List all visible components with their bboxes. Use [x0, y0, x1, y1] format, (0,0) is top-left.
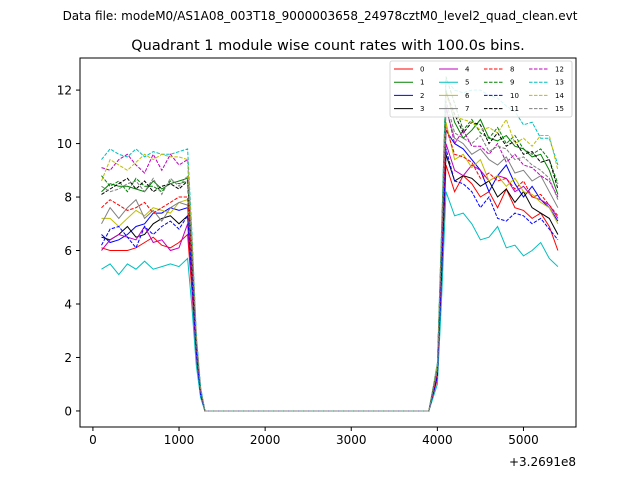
legend-label-4: 4 — [465, 66, 470, 74]
y-tick-label: 2 — [64, 351, 72, 365]
series-line-2 — [101, 128, 559, 412]
y-tick-label: 6 — [64, 244, 72, 258]
legend-label-15: 15 — [555, 105, 564, 113]
series-line-8 — [101, 127, 559, 412]
series-line-10 — [101, 148, 559, 412]
chart-suptitle: Data file: modeM0/AS1A08_003T18_90000036… — [63, 9, 578, 23]
series-line-5 — [101, 191, 559, 412]
legend-box — [389, 60, 573, 118]
legend-label-9: 9 — [510, 79, 514, 87]
x-tick-label: 0 — [89, 433, 97, 447]
legend-label-13: 13 — [555, 79, 564, 87]
x-tick-label: 5000 — [508, 433, 539, 447]
legend-label-6: 6 — [465, 92, 470, 100]
legend-label-5: 5 — [465, 79, 469, 87]
legend-label-10: 10 — [510, 92, 519, 100]
legend-label-2: 2 — [420, 92, 424, 100]
series-line-15 — [101, 100, 559, 412]
y-tick-label: 12 — [57, 84, 72, 98]
y-tick-label: 4 — [64, 298, 72, 312]
x-tick-label: 3000 — [336, 433, 367, 447]
legend-label-1: 1 — [420, 79, 424, 87]
series-line-13 — [101, 78, 559, 412]
legend-label-0: 0 — [420, 66, 424, 74]
series-line-6 — [101, 122, 559, 412]
x-tick-label: 2000 — [250, 433, 281, 447]
legend-label-11: 11 — [510, 105, 519, 113]
legend-label-12: 12 — [555, 66, 564, 74]
series-line-0 — [101, 164, 559, 412]
y-tick-label: 10 — [57, 137, 72, 151]
y-tick-label: 8 — [64, 191, 72, 205]
legend-label-14: 14 — [555, 92, 564, 100]
x-tick-label: 1000 — [164, 433, 195, 447]
x-axis: 0 1000 2000 3000 4000 5000 — [89, 427, 539, 447]
series-line-11 — [101, 92, 559, 412]
x-tick-label: 4000 — [422, 433, 453, 447]
plot-lines — [101, 76, 559, 412]
legend-label-7: 7 — [465, 105, 469, 113]
series-line-9 — [101, 76, 559, 412]
y-axis: 0 2 4 6 8 10 12 — [57, 84, 80, 418]
x-offset-label: +3.2691e8 — [509, 455, 576, 469]
legend-label-8: 8 — [510, 66, 514, 74]
chart-title: Quadrant 1 module wise count rates with … — [131, 38, 525, 54]
legend-label-3: 3 — [420, 105, 424, 113]
series-line-12 — [101, 105, 559, 412]
plot-frame — [79, 57, 577, 428]
y-tick-label: 0 — [64, 404, 72, 418]
